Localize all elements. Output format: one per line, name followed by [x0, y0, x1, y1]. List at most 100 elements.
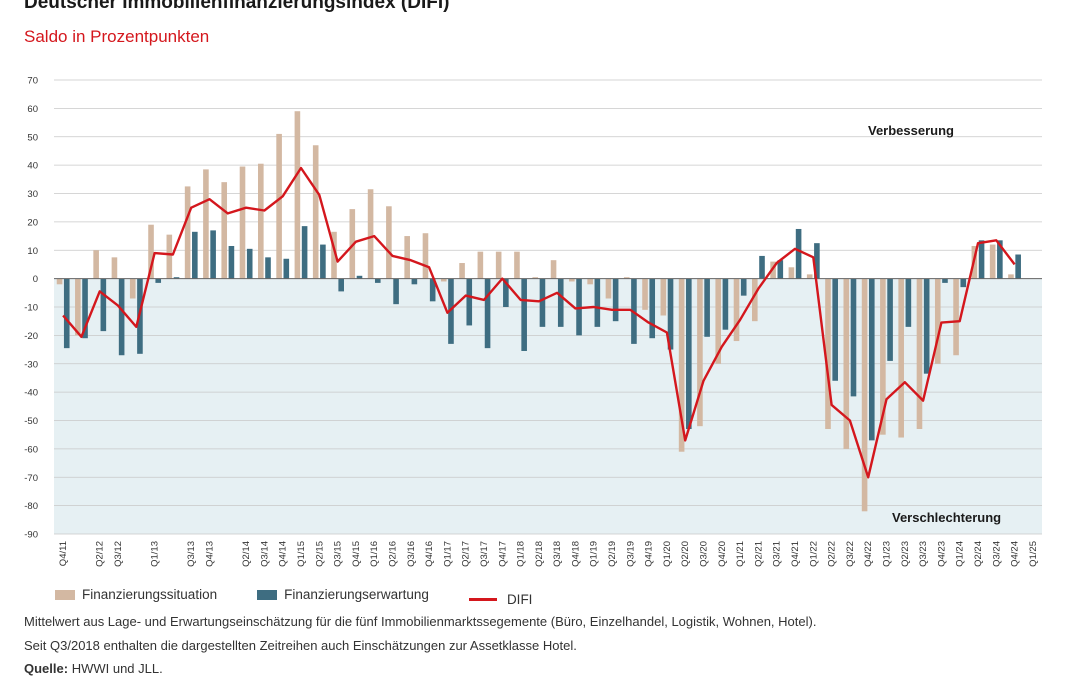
- y-tick-label: 20: [27, 217, 38, 228]
- x-tick-label: Q2/24: [973, 541, 984, 567]
- x-tick-label: Q1/13: [150, 541, 161, 567]
- x-tick-label: Q4/23: [936, 541, 947, 567]
- x-tick-label: Q3/12: [113, 541, 124, 567]
- bar-expectation: [740, 278, 747, 296]
- bar-situation: [477, 251, 484, 279]
- bar-expectation: [118, 278, 125, 356]
- bar-expectation: [704, 278, 710, 337]
- bar-situation: [239, 166, 246, 279]
- y-tick-label: 0: [33, 274, 38, 285]
- bar-expectation: [265, 257, 271, 279]
- bar-situation: [898, 278, 904, 438]
- y-tick-label: -70: [24, 473, 38, 484]
- bar-expectation: [557, 278, 564, 327]
- bar-situation: [916, 278, 923, 430]
- bar-expectation: [210, 230, 216, 279]
- legend-swatch-difi: [468, 598, 497, 601]
- footnote-hotel: Seit Q3/2018 enthalten die dargestellten…: [24, 638, 577, 653]
- bar-situation: [880, 278, 886, 435]
- x-tick-label: Q3/23: [918, 541, 929, 567]
- bar-situation: [1008, 274, 1014, 279]
- bar-expectation: [795, 228, 802, 279]
- bar-expectation: [155, 278, 162, 283]
- x-tick-label: Q1/23: [881, 541, 892, 567]
- bar-situation: [623, 277, 630, 279]
- x-tick-label: Q1/18: [516, 541, 527, 567]
- x-tick-label: Q1/21: [735, 541, 746, 567]
- x-tick-label: Q2/17: [461, 541, 472, 567]
- legend: Finanzierungssituation Finanzierungserwa…: [55, 582, 572, 607]
- bar-situation: [258, 163, 264, 279]
- bar-situation: [148, 224, 154, 279]
- negative-area-background: [54, 278, 1042, 534]
- y-tick-label: 70: [27, 76, 38, 87]
- x-tick-label: Q3/17: [479, 541, 490, 567]
- x-tick-label: Q4/21: [790, 541, 801, 567]
- x-tick-label: Q2/21: [753, 541, 764, 567]
- bar-situation: [843, 278, 850, 449]
- x-tick-label: Q3/24: [991, 541, 1002, 567]
- bar-expectation: [393, 278, 399, 305]
- bar-expectation: [905, 278, 912, 327]
- x-tick-label: Q3/21: [772, 541, 783, 567]
- bar-situation: [752, 278, 758, 322]
- legend-label-expectation: Finanzierungserwartung: [284, 587, 429, 602]
- bar-expectation: [448, 278, 454, 344]
- y-tick-label: -50: [24, 416, 38, 427]
- x-tick-label: Q4/11: [58, 541, 69, 566]
- y-axis-ticks: 70 60 50 40 30 20 10 0 -10 -20 -30 -40 -50 -60 -70 -80 -…: [24, 76, 38, 541]
- x-tick-label: Q3/16: [406, 541, 417, 567]
- bar-expectation: [667, 278, 674, 350]
- bar-situation: [111, 257, 118, 279]
- difi-line: [62, 166, 1016, 479]
- bar-expectation: [301, 226, 308, 279]
- y-tick-label: 50: [27, 132, 38, 143]
- x-tick-label: Q3/22: [845, 541, 856, 567]
- x-tick-label: Q1/16: [369, 541, 380, 567]
- bar-situation: [203, 169, 209, 279]
- annotation-verbesserung: Verbesserung: [868, 123, 954, 138]
- x-tick-label: Q4/13: [205, 541, 216, 567]
- bar-situation: [129, 278, 136, 299]
- bar-situation: [514, 251, 520, 279]
- bar-expectation: [503, 278, 509, 307]
- source-value: HWWI und JLL.: [68, 661, 163, 676]
- bar-situation: [56, 278, 63, 285]
- bar-situation: [294, 111, 301, 279]
- x-tick-label: Q3/13: [186, 541, 197, 567]
- footnote-source: Quelle: HWWI und JLL.: [24, 661, 163, 676]
- bar-expectation: [429, 278, 436, 302]
- x-tick-label: Q3/14: [259, 541, 270, 567]
- bar-expectation: [1015, 254, 1021, 279]
- bar-situation: [569, 278, 575, 282]
- y-tick-label: 40: [27, 161, 38, 172]
- bar-expectation: [192, 231, 198, 279]
- bar-situation: [276, 133, 282, 279]
- bar-situation: [93, 250, 99, 279]
- bar-expectation: [466, 278, 473, 326]
- bar-expectation: [338, 278, 344, 292]
- bar-situation: [733, 278, 740, 342]
- bar-expectation: [521, 278, 527, 351]
- bar-situation: [184, 186, 191, 279]
- bar-expectation: [594, 278, 601, 327]
- bar-expectation: [923, 278, 930, 374]
- legend-item-situation: Finanzierungssituation: [55, 587, 217, 602]
- chart-title: Deutscher Immobilienfinanzierungsindex (…: [24, 0, 450, 13]
- bar-expectation: [228, 245, 235, 279]
- x-tick-label: Q2/23: [900, 541, 911, 567]
- bar-expectation: [942, 278, 948, 283]
- x-axis-labels: Q4/11 Q2/12 Q3/12 Q1/13 Q3/13 Q4/13 Q2/14 Q3/14…: [58, 541, 1039, 567]
- x-tick-label: Q3/18: [552, 541, 563, 567]
- x-tick-label: Q4/20: [717, 541, 728, 567]
- bar-expectation: [686, 278, 692, 430]
- bar-situation: [550, 260, 557, 279]
- bar-situation: [861, 278, 868, 512]
- bar-series: [56, 111, 1021, 512]
- x-tick-label: Q2/14: [241, 541, 252, 567]
- bar-expectation: [356, 275, 363, 279]
- bar-expectation: [283, 258, 290, 279]
- bar-expectation: [63, 278, 70, 349]
- legend-label-situation: Finanzierungssituation: [82, 587, 218, 602]
- bar-situation: [715, 278, 722, 364]
